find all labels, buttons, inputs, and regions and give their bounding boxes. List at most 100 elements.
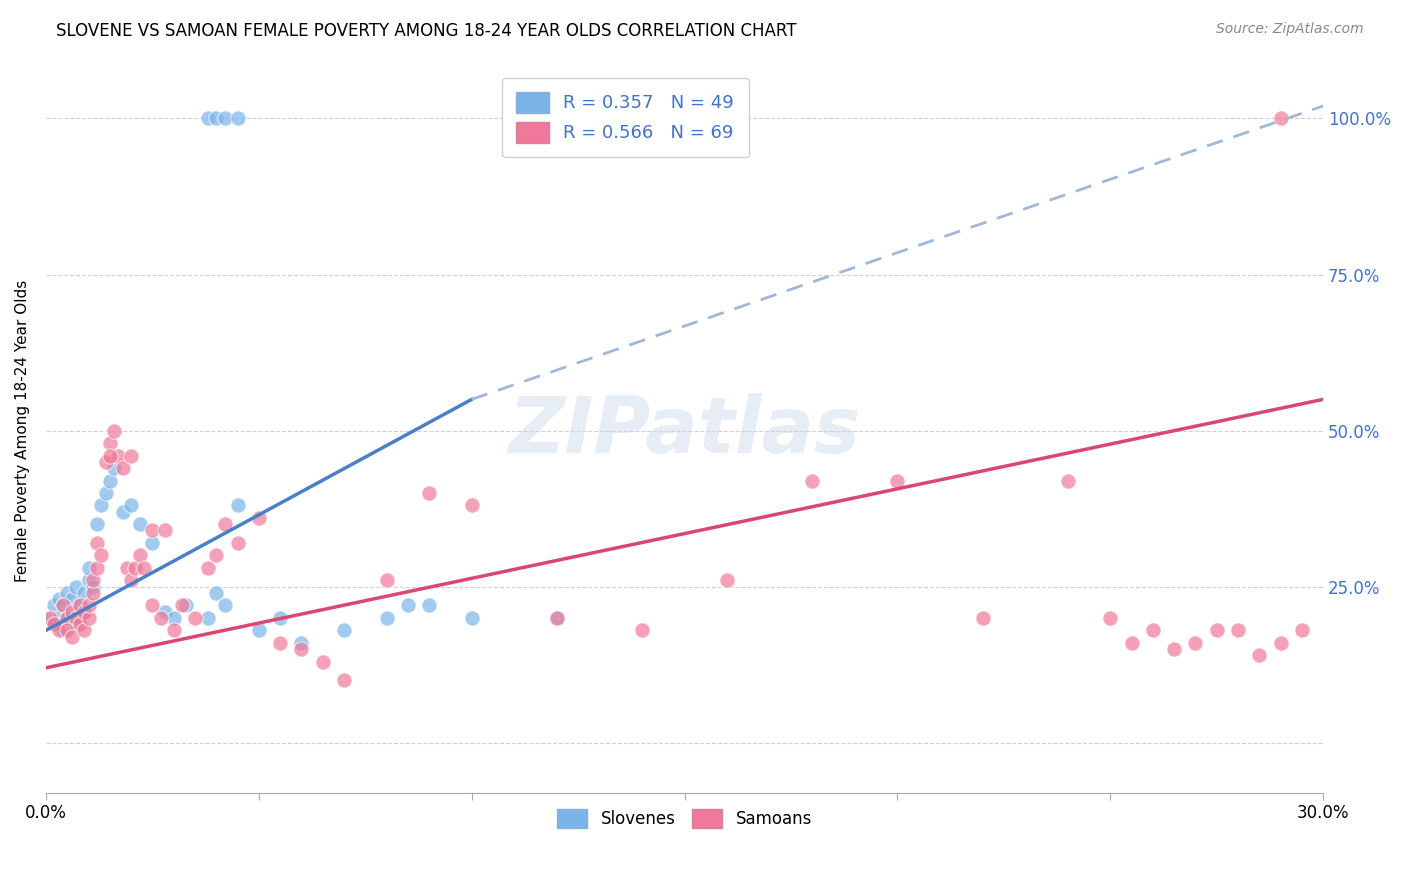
Point <box>107 449 129 463</box>
Point <box>94 486 117 500</box>
Point <box>141 536 163 550</box>
Point <box>184 611 207 625</box>
Point <box>149 611 172 625</box>
Point <box>44 617 66 632</box>
Point <box>128 517 150 532</box>
Point <box>56 611 79 625</box>
Point <box>172 599 194 613</box>
Text: ZIPatlas: ZIPatlas <box>509 392 860 468</box>
Point <box>73 605 96 619</box>
Point <box>1205 624 1227 638</box>
Text: Source: ZipAtlas.com: Source: ZipAtlas.com <box>1216 22 1364 37</box>
Point <box>214 599 236 613</box>
Point <box>269 611 291 625</box>
Point <box>631 624 654 638</box>
Point <box>98 449 121 463</box>
Point <box>333 673 356 688</box>
Point <box>39 611 62 625</box>
Point <box>44 617 66 632</box>
Point <box>52 624 75 638</box>
Point <box>163 611 186 625</box>
Point <box>65 611 87 625</box>
Point <box>1056 474 1078 488</box>
Point <box>247 624 270 638</box>
Point <box>98 474 121 488</box>
Point <box>69 599 91 613</box>
Point <box>103 424 125 438</box>
Point <box>82 580 104 594</box>
Point <box>48 624 70 638</box>
Point <box>226 536 249 550</box>
Point <box>141 599 163 613</box>
Legend: Slovenes, Samoans: Slovenes, Samoans <box>551 803 818 835</box>
Point <box>375 611 398 625</box>
Point <box>214 517 236 532</box>
Point <box>396 599 419 613</box>
Point <box>60 605 83 619</box>
Point <box>132 561 155 575</box>
Point <box>205 112 228 126</box>
Point <box>141 524 163 538</box>
Point <box>120 499 142 513</box>
Point <box>1291 624 1313 638</box>
Point <box>77 561 100 575</box>
Point <box>716 574 738 588</box>
Point <box>247 511 270 525</box>
Point <box>65 617 87 632</box>
Point <box>98 436 121 450</box>
Point <box>1163 642 1185 657</box>
Point <box>48 592 70 607</box>
Point <box>82 586 104 600</box>
Point <box>73 586 96 600</box>
Point <box>269 636 291 650</box>
Point <box>56 624 79 638</box>
Point <box>460 611 482 625</box>
Point <box>197 561 219 575</box>
Point <box>111 505 134 519</box>
Point <box>1249 648 1271 663</box>
Point <box>972 611 994 625</box>
Point <box>52 599 75 613</box>
Point <box>115 561 138 575</box>
Point <box>205 549 228 563</box>
Point <box>65 580 87 594</box>
Point <box>60 630 83 644</box>
Point <box>460 499 482 513</box>
Point <box>90 549 112 563</box>
Point <box>418 486 440 500</box>
Point <box>111 461 134 475</box>
Point <box>77 611 100 625</box>
Point <box>82 574 104 588</box>
Point <box>90 499 112 513</box>
Point <box>375 574 398 588</box>
Point <box>176 599 198 613</box>
Point <box>86 561 108 575</box>
Point <box>1184 636 1206 650</box>
Point <box>94 455 117 469</box>
Point <box>56 586 79 600</box>
Point <box>197 112 219 126</box>
Point <box>1227 624 1250 638</box>
Point <box>69 611 91 625</box>
Point <box>52 599 75 613</box>
Point <box>124 561 146 575</box>
Point <box>312 655 335 669</box>
Point <box>128 549 150 563</box>
Point <box>546 611 568 625</box>
Point <box>333 624 356 638</box>
Point <box>1121 636 1143 650</box>
Point <box>39 611 62 625</box>
Point <box>1270 112 1292 126</box>
Point <box>60 592 83 607</box>
Point <box>290 642 312 657</box>
Point <box>226 499 249 513</box>
Point <box>290 636 312 650</box>
Point <box>546 611 568 625</box>
Point <box>86 517 108 532</box>
Point <box>418 599 440 613</box>
Point <box>60 605 83 619</box>
Point <box>1270 636 1292 650</box>
Point <box>214 112 236 126</box>
Point <box>226 112 249 126</box>
Point <box>48 611 70 625</box>
